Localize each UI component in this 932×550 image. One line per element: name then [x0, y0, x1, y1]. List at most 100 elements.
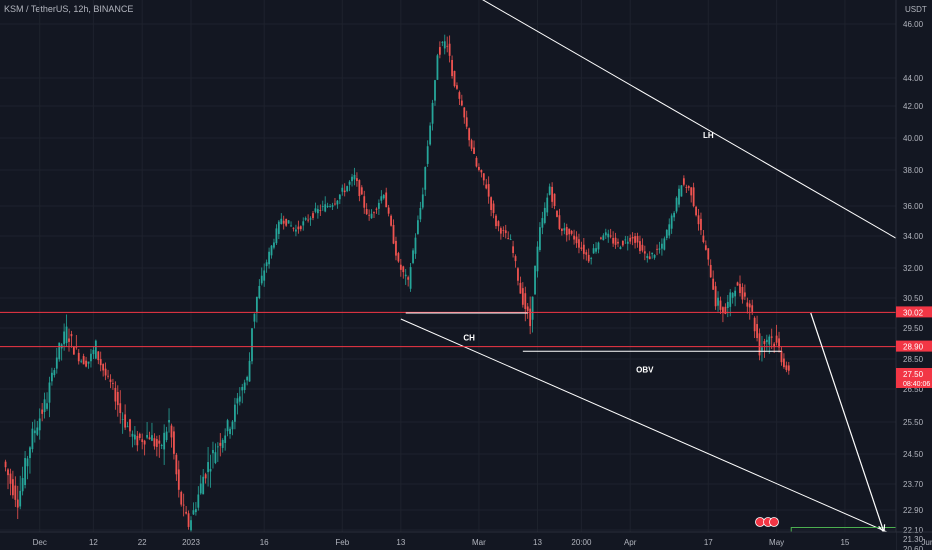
candle-body	[248, 360, 251, 382]
candle-body	[499, 228, 502, 234]
candle-body	[578, 239, 580, 248]
candle-body	[170, 425, 173, 438]
candle-body	[70, 334, 73, 337]
candle-body	[446, 45, 449, 47]
candle-body	[102, 364, 105, 371]
candle-body	[234, 404, 236, 422]
candle-body	[382, 194, 385, 199]
candle-body	[307, 219, 310, 221]
candle-body	[492, 203, 495, 213]
candle-body	[251, 328, 253, 362]
candle-body	[11, 479, 14, 496]
candle-body	[434, 80, 436, 101]
candle-body	[55, 357, 58, 369]
candle-body	[114, 387, 117, 402]
candle-body	[485, 184, 488, 189]
candle-body	[614, 237, 617, 245]
candle-body	[336, 200, 339, 205]
candle-body	[734, 290, 737, 297]
candle-body	[787, 365, 790, 371]
price-label-tag	[896, 368, 932, 388]
candle-body	[417, 220, 419, 234]
candle-body	[280, 218, 283, 224]
candle-body	[319, 210, 322, 212]
candle-body	[216, 446, 219, 448]
candle-body	[41, 409, 44, 414]
candle-body	[385, 192, 388, 208]
candle-body	[187, 513, 190, 527]
candle-body	[321, 206, 324, 208]
candle-body	[509, 238, 512, 240]
candle-body	[82, 356, 85, 365]
candle-body	[624, 239, 627, 241]
candle-body	[185, 511, 188, 514]
candle-body	[80, 360, 83, 362]
candle-body	[397, 253, 400, 262]
candle-body	[324, 204, 327, 212]
y-tick-label: 22.10	[903, 526, 924, 535]
candle-body	[243, 382, 246, 390]
candle-body	[478, 166, 480, 170]
candle-body	[592, 248, 595, 254]
candle-body	[514, 256, 517, 262]
candle-body	[407, 277, 410, 280]
candle-body	[534, 265, 536, 295]
candle-body	[368, 214, 371, 216]
candle-body	[146, 435, 148, 438]
candle-body	[573, 235, 575, 240]
candle-body	[136, 435, 139, 446]
candle-body	[353, 174, 356, 180]
candle-body	[168, 420, 170, 423]
candle-body	[158, 440, 161, 444]
candle-body	[785, 365, 788, 370]
candle-body	[97, 351, 100, 361]
candle-body	[131, 433, 134, 437]
candle-body	[536, 246, 539, 272]
x-tick-label: 12	[89, 538, 98, 547]
x-tick-label: Mar	[472, 538, 486, 547]
candle-body	[421, 194, 424, 208]
y-tick-label: 38.00	[903, 166, 924, 175]
candle-body	[119, 403, 122, 414]
y-tick-label: 20.60	[903, 545, 924, 550]
candle-body	[741, 286, 744, 300]
candle-body	[75, 346, 78, 348]
annotation-lh: LH	[703, 131, 714, 140]
candle-body	[702, 235, 705, 243]
candle-body	[268, 251, 270, 265]
candle-body	[670, 215, 673, 229]
candle-body	[133, 434, 136, 440]
candle-body	[758, 333, 761, 356]
candle-body	[19, 490, 22, 507]
candle-body	[436, 55, 439, 80]
candle-body	[736, 282, 739, 286]
candle-body	[590, 258, 593, 259]
candle-body	[207, 462, 209, 473]
candle-body	[743, 292, 746, 297]
candle-body	[551, 186, 554, 202]
candle-body	[765, 339, 768, 343]
candle-body	[21, 478, 24, 492]
candle-body	[648, 256, 651, 260]
candle-body	[458, 92, 461, 99]
candle-body	[255, 296, 258, 312]
candle-body	[360, 187, 363, 195]
candle-body	[43, 399, 46, 413]
candle-body	[643, 251, 646, 254]
candle-body	[316, 209, 319, 214]
candle-body	[456, 85, 458, 89]
candle-body	[351, 176, 353, 182]
candle-body	[51, 372, 53, 382]
price-label-text: 30.02	[903, 308, 924, 317]
candle-body	[600, 237, 602, 239]
candle-body	[58, 342, 61, 360]
candle-body	[153, 438, 156, 447]
candle-body	[678, 188, 680, 205]
candle-body	[273, 242, 275, 248]
candle-body	[373, 212, 375, 214]
price-label-tag	[896, 306, 932, 318]
price-label-tag	[896, 340, 932, 352]
candle-body	[773, 343, 776, 348]
candle-body	[63, 331, 66, 345]
